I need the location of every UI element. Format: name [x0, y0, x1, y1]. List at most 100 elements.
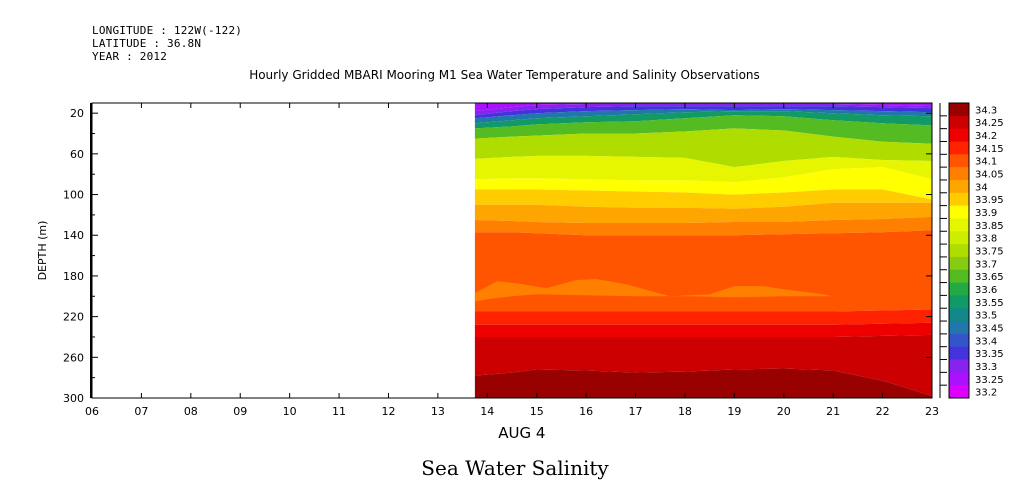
year-label: YEAR : 2012 [92, 50, 168, 63]
x-tick-label-08: 08 [184, 405, 198, 418]
band-33.55 [474, 111, 932, 129]
y-tick-label-260: 260 [63, 351, 84, 364]
y-tick-label-300: 300 [63, 392, 84, 405]
colorbar-swatch-33.65 [949, 269, 969, 284]
colorbar-label-34.25: 34.25 [975, 118, 1004, 129]
colorbar-swatch-33.2 [949, 385, 969, 399]
colorbar-label-33.3: 33.3 [975, 362, 997, 373]
band-34 [474, 202, 932, 223]
band-33.3 [474, 104, 932, 116]
colorbar-swatch-34.2 [949, 128, 969, 142]
colorbar-label-34: 34 [975, 182, 988, 193]
y-tick-label-20: 20 [70, 107, 84, 120]
colorbar-label-33.2: 33.2 [975, 388, 997, 399]
colorbar-swatch-33.75 [949, 244, 969, 258]
colorbar-label-33.75: 33.75 [975, 247, 1004, 258]
x-tick-label-18: 18 [678, 405, 692, 418]
colorbar-label-33.7: 33.7 [975, 259, 997, 270]
x-tick-label-10: 10 [283, 405, 297, 418]
band-33.35 [474, 106, 932, 119]
band-34.2 [474, 322, 932, 337]
band-33.9 [474, 167, 932, 200]
x-tick-label-22: 22 [876, 405, 890, 418]
y-tick-label-180: 180 [63, 270, 84, 283]
x-tick-label-23: 23 [925, 405, 939, 418]
x-tick-label-16: 16 [579, 405, 593, 418]
colorbar-label-33.65: 33.65 [975, 272, 1004, 283]
colorbar-label-33.5: 33.5 [975, 311, 997, 322]
band-34.3 [474, 368, 932, 398]
footer-title: Sea Water Salinity [421, 456, 609, 480]
x-tick-label-20: 20 [777, 405, 791, 418]
colorbar-label-33.85: 33.85 [975, 221, 1004, 232]
longitude-label: LONGITUDE : 122W(-122) [92, 24, 243, 37]
y-tick-label-60: 60 [70, 148, 84, 161]
colorbar-label-33.35: 33.35 [975, 349, 1004, 360]
y-axis-label: DEPTH (m) [36, 221, 49, 281]
colorbar-swatch-33.55 [949, 295, 969, 309]
x-tick-label-17: 17 [629, 405, 643, 418]
band-33.45 [474, 109, 932, 124]
band-33.95 [474, 189, 932, 209]
y-axis: 20 60 100 140 180 220 260 300 DEPTH (m) [36, 107, 932, 405]
x-tick-label-06: 06 [85, 405, 99, 418]
x-tick-label-12: 12 [381, 405, 395, 418]
x-tick-label-19: 19 [727, 405, 741, 418]
colorbar-swatch-33.95 [949, 192, 969, 207]
colorbar-swatch-33.6 [949, 282, 969, 296]
band-33.75 [474, 128, 932, 168]
colorbar-label-33.4: 33.4 [975, 336, 997, 347]
band-33.65 [474, 115, 932, 144]
plot-frame [90, 102, 933, 399]
chart-title: Hourly Gridded MBARI Mooring M1 Sea Wate… [249, 68, 760, 82]
colorbar-label-33.9: 33.9 [975, 208, 997, 219]
latitude-label: LATITUDE : 36.8N [92, 37, 202, 50]
band-34.25 [474, 334, 932, 396]
colorbar-label-33.25: 33.25 [975, 375, 1004, 386]
colorbar-swatch-34 [949, 179, 969, 194]
y-tick-label-140: 140 [63, 229, 84, 242]
x-tick-label-14: 14 [480, 405, 494, 418]
band-34.15 [474, 309, 932, 325]
colorbar-swatch-34.1 [949, 154, 969, 168]
colorbar-label-33.45: 33.45 [975, 323, 1004, 334]
colorbar-swatch-34.25 [949, 115, 969, 130]
colorbar-swatch-33.9 [949, 205, 969, 219]
plot-fill-layer [474, 103, 932, 398]
colorbar-label-33.8: 33.8 [975, 234, 997, 245]
colorbar-label-34.2: 34.2 [975, 131, 997, 142]
band-34.1 [474, 230, 932, 312]
y-tick-label-100: 100 [63, 189, 84, 202]
x-tick-label-15: 15 [530, 405, 544, 418]
colorbar-label-34.3: 34.3 [975, 105, 997, 116]
colorbar-swatch-34.15 [949, 141, 969, 155]
colorbar-swatch-33.35 [949, 346, 969, 361]
band-34.05-tongue [474, 279, 834, 302]
colorbar-label-34.05: 34.05 [975, 170, 1004, 181]
colorbar-swatch-33.3 [949, 359, 969, 373]
colorbar-label-34.1: 34.1 [975, 157, 997, 168]
colorbar-label-34.15: 34.15 [975, 144, 1004, 155]
x-tick-label-13: 13 [431, 405, 445, 418]
colorbar-swatch-34.05 [949, 167, 969, 181]
colorbar-label-33.95: 33.95 [975, 195, 1004, 206]
band-33.25 [474, 103, 932, 112]
colorbar-swatch-33.4 [949, 333, 969, 348]
colorbar-swatch-33.25 [949, 372, 969, 386]
colorbar-label-33.55: 33.55 [975, 298, 1004, 309]
colorbar-swatch-33.45 [949, 321, 969, 335]
colorbar-swatch-33.85 [949, 218, 969, 232]
colorbar-swatch-33.8 [949, 231, 969, 245]
x-axis: 06 07 08 09 10 11 12 13 14 15 16 17 18 19 20 21 22 23 AUG … [85, 103, 939, 442]
x-tick-label-11: 11 [332, 405, 346, 418]
colorbar-label-33.6: 33.6 [975, 285, 997, 296]
band-34.05 [474, 216, 932, 236]
x-tick-label-07: 07 [134, 405, 148, 418]
x-tick-label-09: 09 [233, 405, 247, 418]
x-axis-label: AUG 4 [498, 424, 545, 442]
colorbar-swatch-34.3 [949, 103, 969, 117]
x-tick-label-21: 21 [826, 405, 840, 418]
colorbar-swatch-33.5 [949, 308, 969, 322]
